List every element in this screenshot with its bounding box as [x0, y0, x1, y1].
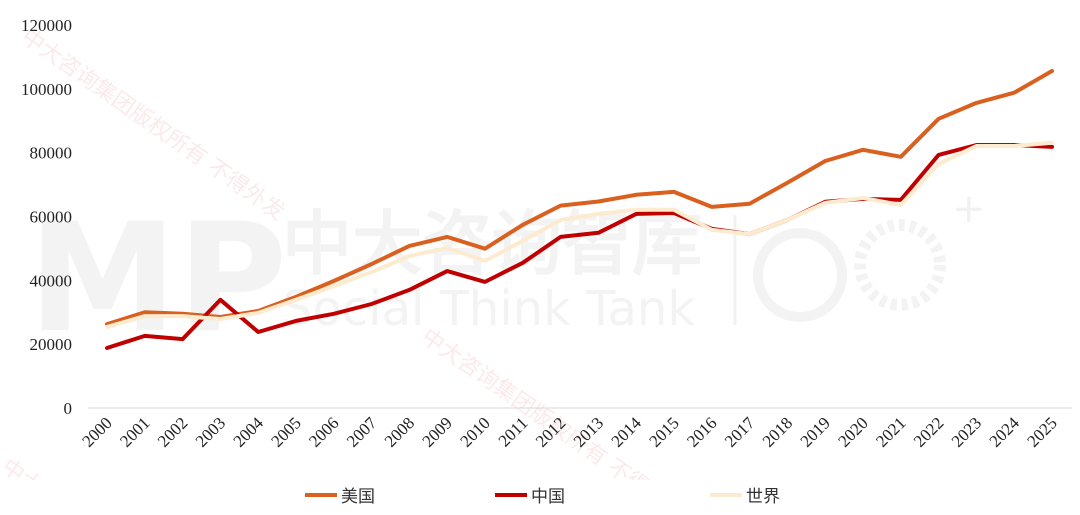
- x-tick-label: 2004: [230, 413, 268, 451]
- chart-legend: 美国 中国 世界: [0, 482, 1080, 510]
- y-tick-label: 20000: [30, 335, 73, 354]
- y-tick-label: 80000: [30, 144, 73, 163]
- y-tick-label: 40000: [30, 271, 73, 290]
- legend-swatch: [710, 492, 742, 497]
- legend-label: 世界: [746, 487, 780, 507]
- legend-item: 美国: [305, 482, 375, 507]
- y-tick-label: 60000: [30, 208, 73, 227]
- x-tick-label: 2009: [419, 413, 456, 450]
- x-tick-label: 2015: [645, 413, 682, 450]
- legend-swatch: [495, 492, 527, 497]
- x-tick-label: 2016: [683, 413, 720, 450]
- watermark-diagonal-text: 中大咨询集团版权所有 不得外发: [417, 324, 689, 480]
- x-tick-label: 2005: [267, 413, 304, 450]
- x-tick-label: 2022: [910, 413, 947, 450]
- legend-label: 中国: [531, 487, 565, 507]
- y-tick-label: 100000: [21, 80, 72, 99]
- series-lines: [105, 69, 1054, 350]
- x-tick-label: 2017: [721, 413, 759, 451]
- legend-swatch: [305, 492, 337, 497]
- x-tick-label: 2002: [154, 413, 191, 450]
- series-line-2: [105, 140, 1054, 329]
- x-tick-label: 2001: [116, 413, 153, 450]
- x-tick-label: 2007: [343, 413, 381, 451]
- x-tick-label: 2025: [1023, 413, 1060, 450]
- x-tick-label: 2019: [797, 413, 834, 450]
- x-tick-label: 2020: [834, 413, 871, 450]
- y-tick-label: 120000: [21, 16, 72, 35]
- x-tick-label: 2000: [78, 413, 115, 450]
- legend-item: 世界: [710, 482, 780, 507]
- x-tick-label: 2006: [305, 413, 342, 450]
- x-tick-label: 2014: [608, 413, 646, 451]
- y-axis-ticks: 0 20000 40000 60000 80000 100000 120000: [21, 16, 72, 418]
- series-line-1: [105, 143, 1054, 350]
- x-tick-label: 2023: [948, 413, 985, 450]
- watermark-diagonal-text: 中大咨询集团版权所有 不得外发: [0, 454, 269, 480]
- svg-text:+: +: [952, 186, 986, 232]
- x-tick-label: 2021: [872, 413, 909, 450]
- y-tick-label: 0: [64, 399, 73, 418]
- x-tick-label: 2010: [456, 413, 493, 450]
- x-tick-label: 2024: [986, 413, 1024, 451]
- x-tick-label: 2008: [381, 413, 418, 450]
- legend-item: 中国: [495, 482, 565, 507]
- watermark-name-en: Social Think Tank: [282, 281, 695, 337]
- x-tick-label: 2003: [192, 413, 229, 450]
- legend-label: 美国: [341, 487, 375, 507]
- x-tick-label: 2018: [759, 413, 796, 450]
